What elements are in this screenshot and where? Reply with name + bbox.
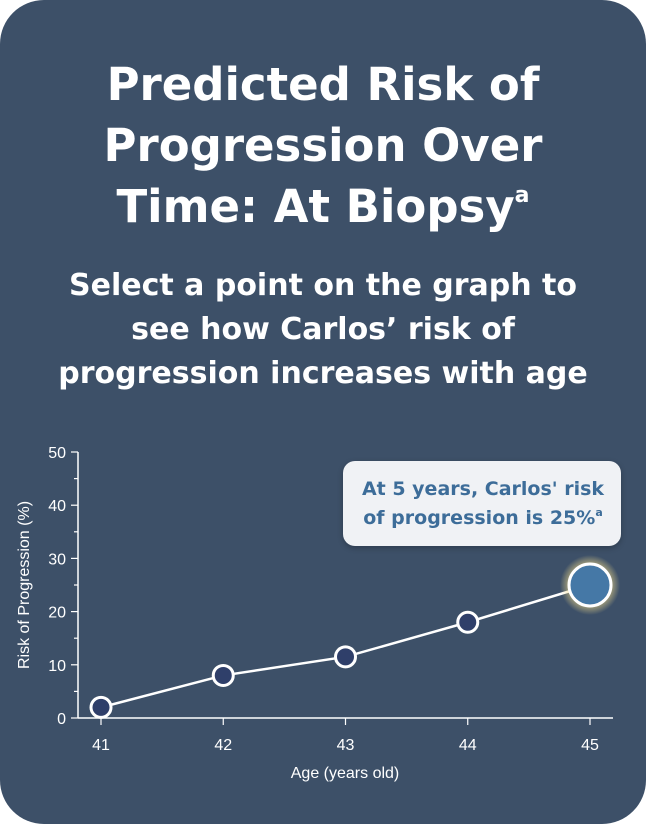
instruction-line: Select a point on the graph to: [69, 268, 577, 303]
page-title: Predicted Risk of Progression Over Time:…: [0, 54, 646, 237]
y-tick-label: 50: [48, 445, 66, 462]
data-point[interactable]: [456, 610, 480, 634]
data-point-tooltip: At 5 years, Carlos' risk of progression …: [343, 461, 621, 546]
tooltip-line-text: of progression is 25%: [363, 507, 596, 529]
selected-data-point[interactable]: [567, 562, 613, 608]
y-axis-label: Risk of Progression (%): [16, 501, 33, 669]
tooltip-line: At 5 years, Carlos' risk: [361, 478, 605, 500]
title-line-text: Time: At Biopsy: [116, 180, 515, 233]
data-point[interactable]: [89, 695, 113, 719]
title-line: Predicted Risk of: [106, 58, 540, 111]
y-tick-label: 0: [57, 711, 66, 728]
y-tick-label: 30: [48, 551, 66, 568]
instruction-text: Select a point on the graph to see how C…: [30, 264, 616, 396]
x-tick-label: 45: [581, 737, 599, 754]
tooltip-footnote: a: [595, 506, 603, 519]
title-line: Time: At Biopsya: [0, 176, 646, 237]
instruction-line: see how Carlos’ risk of: [131, 312, 515, 347]
x-axis-label: Age (years old): [291, 765, 400, 782]
title-footnote: a: [514, 183, 530, 208]
title-line: Progression Over: [103, 119, 543, 172]
x-tick-label: 43: [337, 737, 355, 754]
data-point[interactable]: [211, 663, 235, 687]
y-tick-label: 10: [48, 658, 66, 675]
tooltip-line: of progression is 25%a: [353, 504, 613, 533]
x-tick-label: 44: [459, 737, 477, 754]
instruction-line: progression increases with age: [58, 356, 588, 391]
y-tick-label: 40: [48, 498, 66, 515]
x-tick-label: 42: [214, 737, 232, 754]
y-tick-label: 20: [48, 605, 66, 622]
x-tick-label: 41: [92, 737, 110, 754]
data-point[interactable]: [334, 645, 357, 669]
